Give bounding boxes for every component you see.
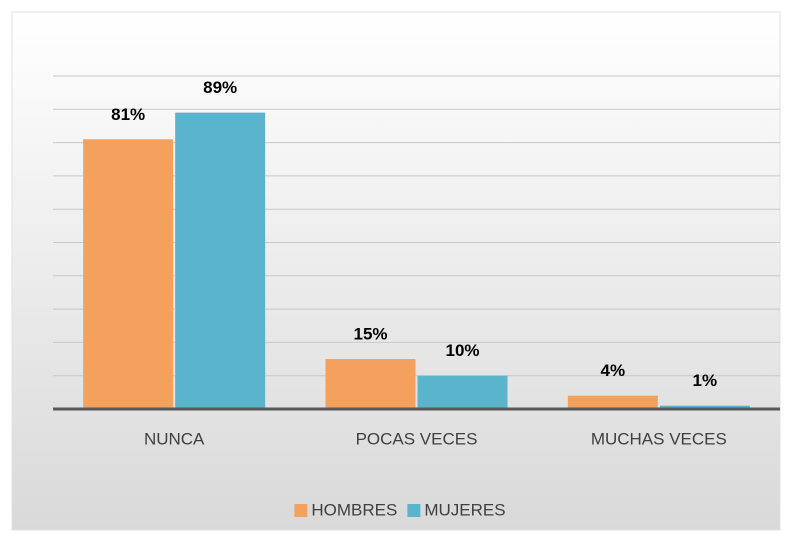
value-label: 10%	[445, 341, 479, 360]
legend-label: HOMBRES	[311, 500, 397, 519]
bar	[567, 395, 658, 409]
bar	[83, 139, 174, 409]
x-tick-label: POCAS VECES	[356, 429, 478, 448]
value-label: 4%	[601, 361, 626, 380]
value-label: 81%	[111, 105, 145, 124]
legend-swatch	[407, 504, 421, 517]
bar	[417, 375, 508, 409]
value-label: 1%	[693, 371, 718, 390]
x-tick-label: MUCHAS VECES	[591, 429, 727, 448]
value-label: 15%	[353, 325, 387, 344]
value-label: 89%	[203, 78, 237, 97]
bar	[175, 112, 266, 409]
x-tick-label: NUNCA	[144, 429, 205, 448]
legend-label: MUJERES	[424, 500, 505, 519]
bar	[325, 359, 416, 409]
legend-swatch	[294, 504, 308, 517]
bar	[659, 405, 750, 409]
